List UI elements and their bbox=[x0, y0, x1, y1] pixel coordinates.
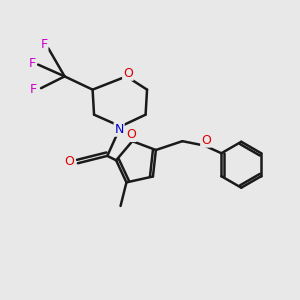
Text: F: F bbox=[29, 57, 36, 70]
Text: O: O bbox=[201, 134, 211, 147]
Text: O: O bbox=[64, 155, 74, 168]
Text: F: F bbox=[40, 38, 48, 50]
Text: O: O bbox=[123, 67, 133, 80]
Text: N: N bbox=[114, 123, 124, 136]
Text: O: O bbox=[126, 128, 136, 141]
Text: F: F bbox=[30, 83, 37, 96]
